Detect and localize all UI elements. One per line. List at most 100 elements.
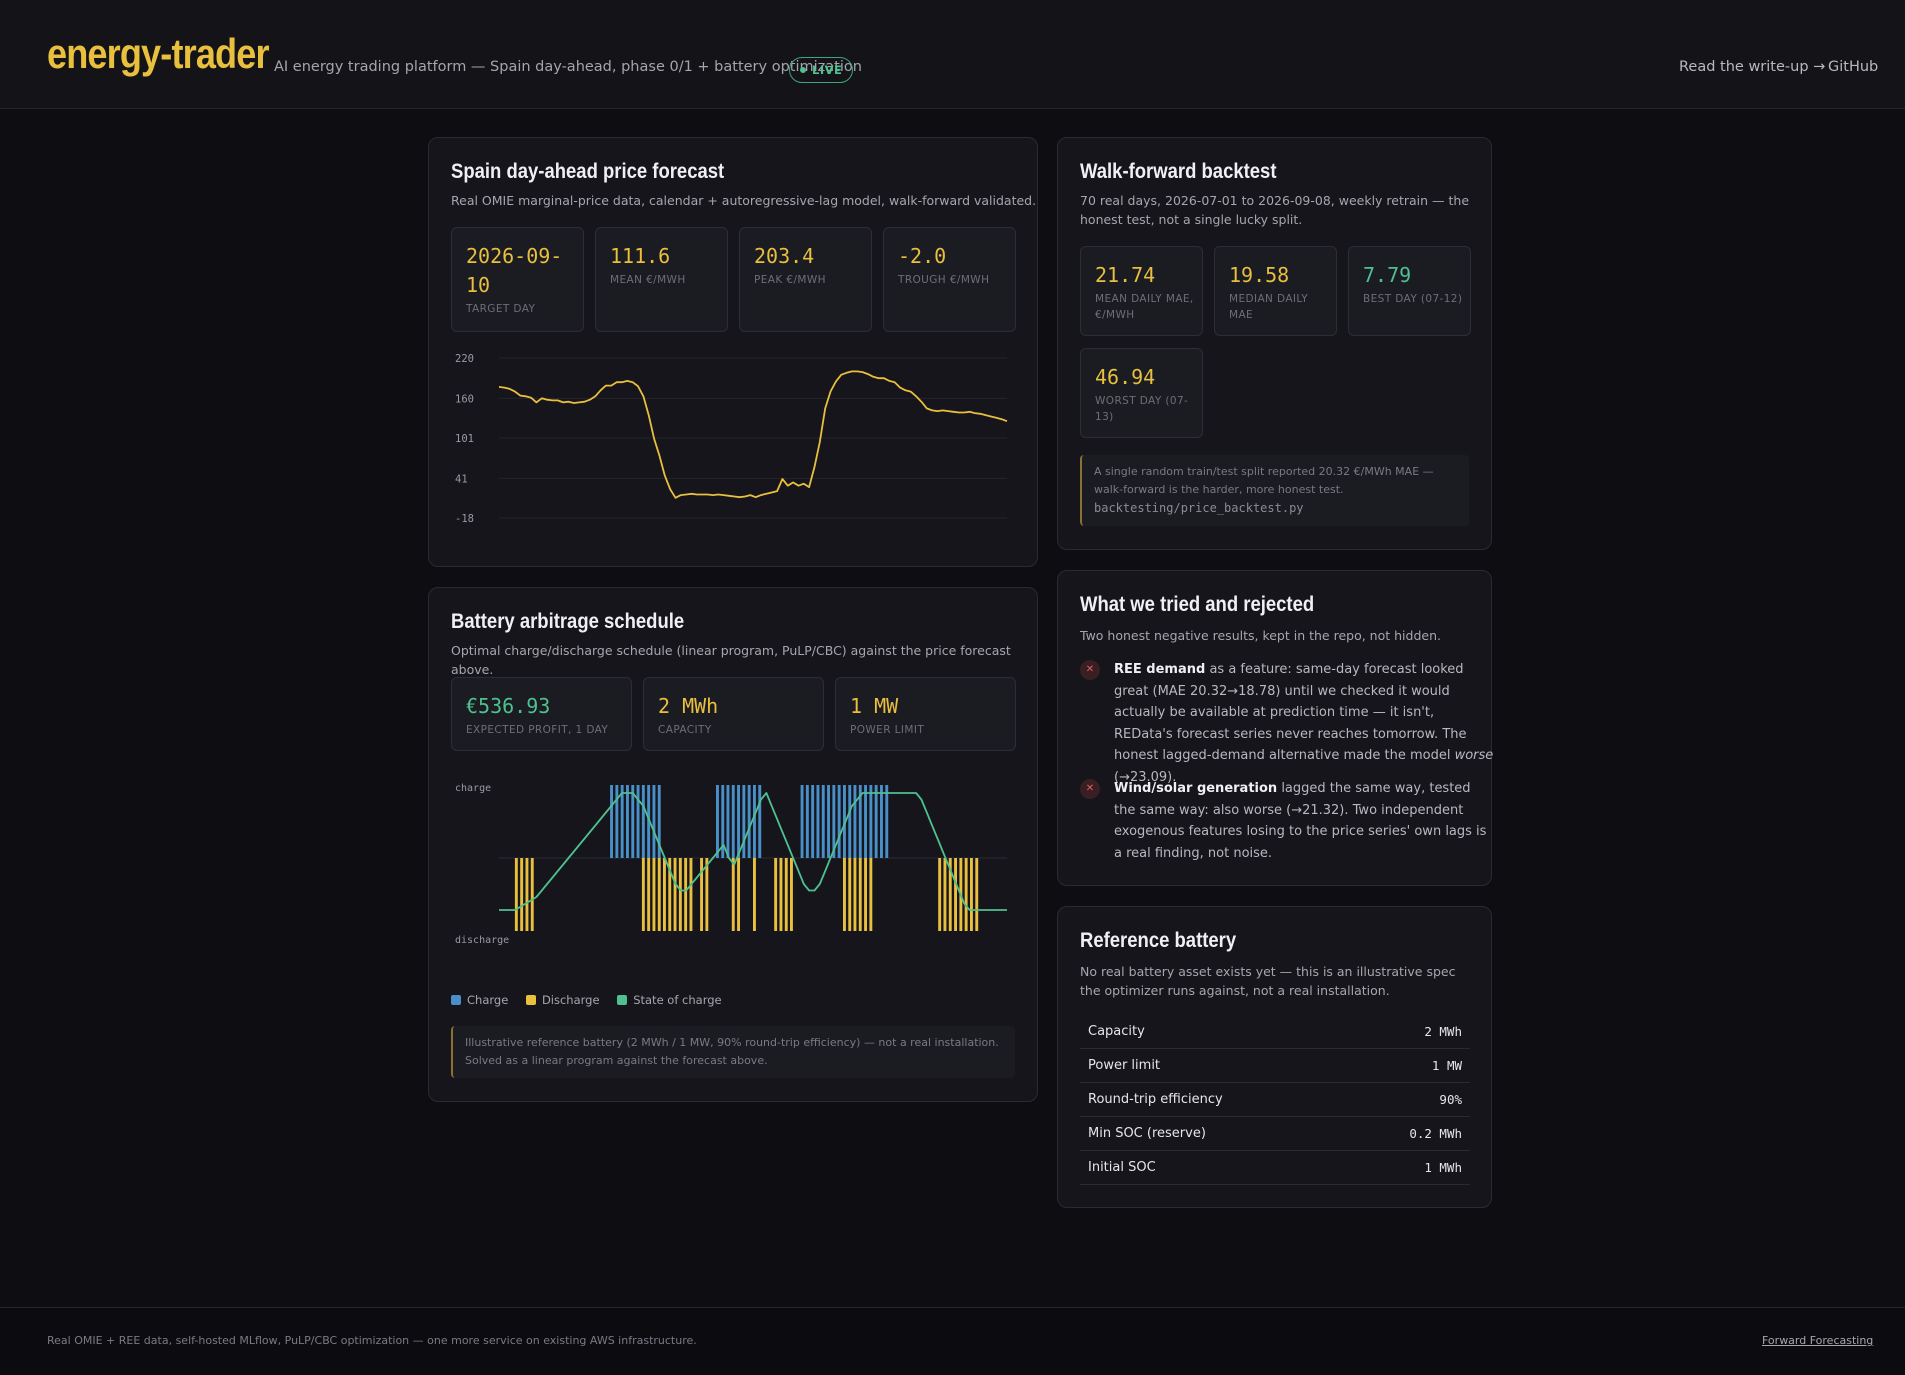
rejected-item-text: Wind/solar generation lagged the same wa…: [1114, 778, 1494, 864]
discharge-bar: [970, 858, 973, 931]
discharge-bar: [864, 858, 867, 931]
discharge-bar: [853, 858, 857, 931]
live-badge: LIVE: [789, 57, 854, 83]
battery-schedule-chart: charge discharge: [455, 783, 1007, 946]
spec-value: 1 MWh: [1347, 1150, 1470, 1185]
charge-bar: [827, 785, 830, 858]
charge-bar: [747, 785, 751, 858]
discharge-bar: [684, 858, 688, 931]
discharge-bar: [790, 858, 793, 931]
close-icon: ✕: [1080, 779, 1100, 799]
spec-key: Round-trip efficiency: [1080, 1082, 1348, 1117]
stat-value: 46.94: [1095, 365, 1156, 389]
stat-value: 2 MWh: [658, 694, 719, 718]
rejected-item-emphasis: worse: [1454, 748, 1494, 763]
rejected-item-body: lagged the same way, tested the same way…: [1114, 781, 1487, 861]
charge-bar: [821, 785, 825, 858]
forecast-card: Spain day-ahead price forecast Real OMIE…: [428, 137, 1038, 567]
table-row: Capacity 2 MWh: [1080, 1015, 1470, 1049]
forecast-title: Spain day-ahead price forecast: [451, 160, 725, 183]
discharge-bar: [647, 858, 651, 931]
footer-link[interactable]: Forward Forecasting: [1762, 1334, 1874, 1347]
backtest-subtitle: 70 real days, 2026-07-01 to 2026-09-08, …: [1080, 193, 1470, 227]
charge-bar: [610, 785, 613, 858]
discharge-bar: [700, 858, 703, 931]
charge-bar: [641, 785, 645, 858]
battery-legend: Charge Discharge State of charge: [451, 993, 736, 1007]
charge-bar: [615, 785, 619, 858]
app-logo[interactable]: energy-trader: [47, 30, 270, 77]
y-tick-label: 101: [455, 433, 474, 445]
stat-value: 111.6: [610, 244, 671, 268]
charge-bar: [874, 785, 878, 858]
charge-bar: [636, 785, 640, 858]
app-tagline: AI energy trading platform — Spain day-a…: [274, 59, 862, 75]
discharge-bar: [964, 858, 968, 931]
spec-value: 1 MW: [1347, 1048, 1470, 1083]
legend-label: Discharge: [541, 993, 600, 1007]
legend-charge-swatch: [451, 995, 461, 1005]
stat-label: TROUGH €/MWH: [898, 274, 990, 286]
charge-bar: [885, 785, 889, 858]
y-tick-label: 220: [455, 353, 474, 365]
charge-bar: [758, 785, 762, 858]
stat-value: 19.58: [1229, 263, 1290, 287]
legend-soc: State of charge: [617, 993, 722, 1007]
charge-bar: [837, 785, 841, 858]
close-icon: ✕: [1080, 660, 1100, 680]
stat-best-day: 7.79 BEST DAY (07-12): [1348, 246, 1471, 336]
charge-bar: [647, 785, 651, 858]
discharge-bar: [869, 858, 873, 931]
y-tick-label: 160: [455, 393, 474, 405]
discharge-bar: [668, 858, 672, 931]
spec-key: Min SOC (reserve): [1080, 1116, 1348, 1151]
charge-bar: [869, 785, 873, 858]
charge-bar: [858, 785, 862, 858]
stat-value: 1 MW: [850, 694, 899, 718]
backtest-note: A single random train/test split reporte…: [1080, 455, 1469, 526]
stat-median-mae: 19.58 MEDIAN DAILY MAE: [1214, 246, 1337, 336]
rejected-item-bold: Wind/solar generation: [1114, 781, 1278, 796]
rejected-item-body-end: (→23.09).: [1114, 769, 1177, 785]
charge-bar: [620, 785, 624, 858]
legend-soc-swatch: [617, 995, 628, 1005]
live-dot-icon: [800, 67, 806, 73]
table-row: Initial SOC 1 MWh: [1080, 1150, 1470, 1185]
reference-subtitle: No real battery asset exists yet — this …: [1080, 964, 1456, 998]
discharge-bar: [663, 858, 666, 931]
battery-note: Illustrative reference battery (2 MWh / …: [451, 1026, 1015, 1078]
github-link[interactable]: GitHub: [1828, 59, 1879, 75]
writeup-link[interactable]: Read the write-up →: [1679, 59, 1826, 75]
stat-mean-mae: 21.74 MEAN DAILY MAE, €/MWH: [1080, 246, 1203, 336]
battery-title: Battery arbitrage schedule: [451, 610, 685, 633]
reference-title: Reference battery: [1080, 929, 1237, 952]
backtest-note-text: A single random train/test split reporte…: [1094, 465, 1434, 496]
rejected-item-body: as a feature: same-day forecast looked g…: [1114, 662, 1467, 763]
stat-value: 2026-09-10: [466, 244, 563, 297]
discharge-bar: [948, 858, 952, 931]
stat-value: 21.74: [1095, 263, 1156, 287]
battery-subtitle: Optimal charge/discharge schedule (linea…: [451, 643, 1011, 677]
rejected-title: What we tried and rejected: [1080, 593, 1315, 616]
charge-bar: [631, 785, 635, 858]
charge-bar: [880, 785, 883, 858]
charge-bar: [657, 785, 661, 858]
charge-bar: [800, 785, 804, 858]
spec-value: 90%: [1347, 1082, 1470, 1117]
discharge-bar: [753, 858, 756, 931]
table-row: Min SOC (reserve) 0.2 MWh: [1080, 1116, 1470, 1151]
stat-worst-day: 46.94 WORST DAY (07-13): [1080, 348, 1203, 438]
battery-card: Battery arbitrage schedule Optimal charg…: [428, 587, 1038, 1102]
stat-value: €536.93: [466, 694, 551, 718]
discharge-bar: [784, 858, 788, 931]
discharge-bar: [657, 858, 661, 931]
discharge-bar: [641, 858, 645, 931]
discharge-bar: [731, 858, 735, 931]
backtest-card: Walk-forward backtest 70 real days, 2026…: [1057, 137, 1492, 550]
discharge-bar: [954, 858, 957, 931]
stat-trough: -2.0 TROUGH €/MWH: [883, 227, 1016, 332]
discharge-bar: [779, 858, 783, 931]
discharge-bar: [530, 858, 534, 931]
spec-value: 0.2 MWh: [1347, 1116, 1470, 1151]
discharge-bar: [774, 858, 778, 931]
